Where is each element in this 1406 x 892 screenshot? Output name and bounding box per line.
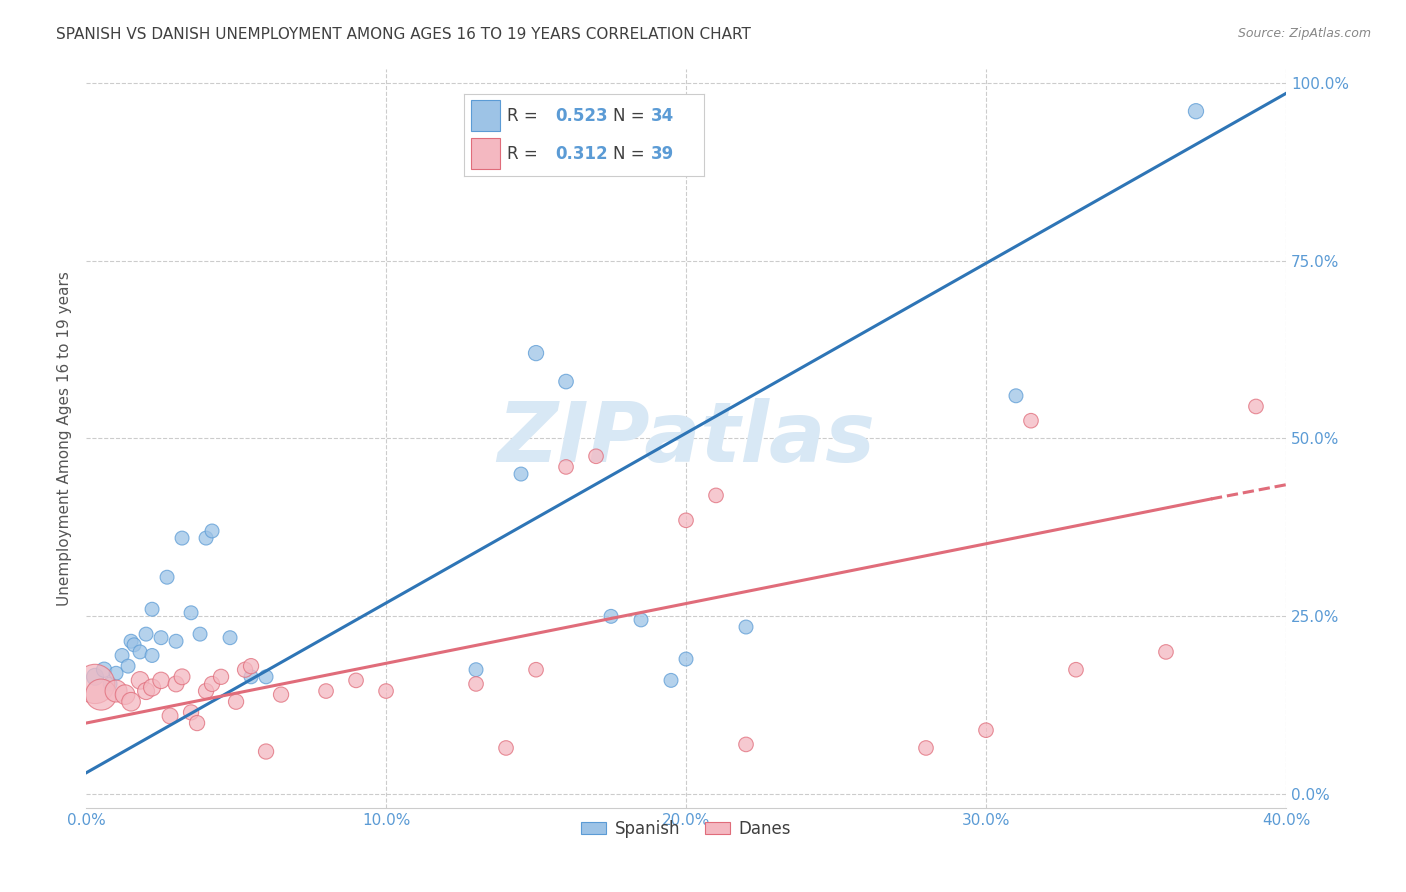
- Point: [315, 684, 337, 698]
- Point: [555, 375, 578, 389]
- Text: ZIPatlas: ZIPatlas: [498, 398, 875, 479]
- Point: [233, 663, 256, 677]
- Point: [510, 467, 533, 481]
- Point: [209, 670, 232, 684]
- Point: [195, 684, 218, 698]
- Point: [1005, 389, 1028, 403]
- Point: [1244, 400, 1267, 414]
- Point: [1064, 663, 1087, 677]
- Point: [165, 677, 187, 691]
- Point: [120, 695, 142, 709]
- Point: [465, 663, 488, 677]
- Point: [524, 663, 547, 677]
- Text: Source: ZipAtlas.com: Source: ZipAtlas.com: [1237, 27, 1371, 40]
- Point: [630, 613, 652, 627]
- Point: [675, 652, 697, 666]
- Point: [465, 677, 488, 691]
- Point: [141, 602, 163, 616]
- Point: [585, 450, 607, 464]
- Point: [156, 570, 179, 584]
- Point: [344, 673, 367, 688]
- Point: [122, 638, 145, 652]
- Point: [84, 670, 107, 684]
- Point: [98, 677, 121, 691]
- Point: [1185, 104, 1208, 119]
- Point: [270, 688, 292, 702]
- Point: [254, 670, 277, 684]
- Point: [111, 648, 134, 663]
- Point: [495, 741, 517, 756]
- Point: [240, 670, 263, 684]
- Point: [105, 684, 128, 698]
- Point: [675, 513, 697, 527]
- Point: [974, 723, 997, 738]
- Point: [150, 673, 173, 688]
- Point: [600, 609, 623, 624]
- Point: [735, 620, 758, 634]
- Point: [105, 666, 128, 681]
- Point: [704, 488, 727, 502]
- Point: [93, 663, 115, 677]
- Point: [180, 606, 202, 620]
- Point: [659, 673, 682, 688]
- Point: [524, 346, 547, 360]
- Point: [165, 634, 187, 648]
- Point: [180, 706, 202, 720]
- Point: [120, 634, 142, 648]
- Text: SPANISH VS DANISH UNEMPLOYMENT AMONG AGES 16 TO 19 YEARS CORRELATION CHART: SPANISH VS DANISH UNEMPLOYMENT AMONG AGE…: [56, 27, 751, 42]
- Point: [135, 627, 157, 641]
- Point: [915, 741, 938, 756]
- Point: [195, 531, 218, 545]
- Point: [129, 673, 152, 688]
- Point: [159, 709, 181, 723]
- Point: [555, 459, 578, 474]
- Point: [170, 531, 193, 545]
- Point: [141, 648, 163, 663]
- Point: [114, 688, 136, 702]
- Legend: Spanish, Danes: Spanish, Danes: [575, 814, 797, 845]
- Point: [170, 670, 193, 684]
- Point: [1019, 414, 1042, 428]
- Point: [201, 524, 224, 538]
- Point: [375, 684, 398, 698]
- Point: [735, 738, 758, 752]
- Point: [188, 627, 211, 641]
- Point: [201, 677, 224, 691]
- Point: [186, 716, 208, 731]
- Point: [254, 745, 277, 759]
- Point: [84, 677, 107, 691]
- Point: [219, 631, 242, 645]
- Point: [117, 659, 139, 673]
- Point: [141, 681, 163, 695]
- Point: [240, 659, 263, 673]
- Point: [150, 631, 173, 645]
- Point: [135, 684, 157, 698]
- Point: [129, 645, 152, 659]
- Point: [90, 688, 112, 702]
- Point: [225, 695, 247, 709]
- Point: [1154, 645, 1177, 659]
- Y-axis label: Unemployment Among Ages 16 to 19 years: Unemployment Among Ages 16 to 19 years: [58, 271, 72, 606]
